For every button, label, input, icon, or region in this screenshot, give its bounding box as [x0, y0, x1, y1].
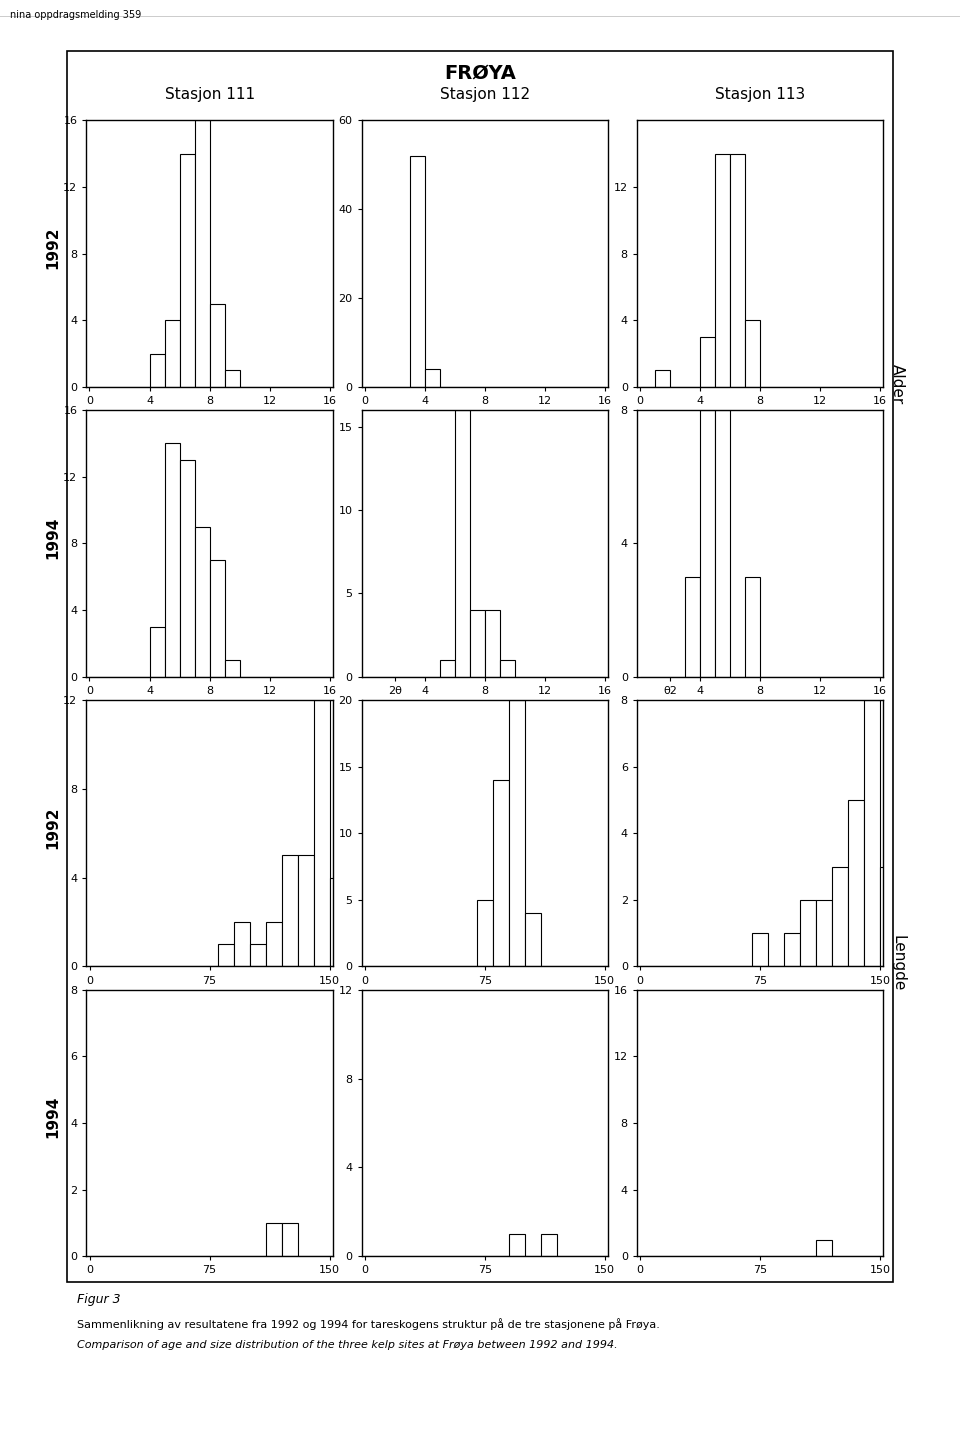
- Bar: [266, 922, 281, 966]
- Text: nina oppdragsmelding 359: nina oppdragsmelding 359: [10, 10, 141, 20]
- Bar: [509, 700, 525, 966]
- Bar: [150, 626, 164, 677]
- Bar: [314, 700, 329, 966]
- Bar: [752, 933, 768, 966]
- Bar: [540, 1235, 557, 1256]
- Bar: [655, 369, 670, 387]
- Bar: [195, 526, 209, 677]
- Bar: [195, 120, 209, 387]
- Bar: [469, 610, 485, 677]
- Text: Stasjon 111: Stasjon 111: [164, 87, 254, 101]
- Bar: [477, 900, 492, 966]
- Bar: [150, 354, 164, 387]
- Bar: [864, 700, 880, 966]
- Text: 1994: 1994: [45, 1095, 60, 1139]
- Bar: [848, 800, 864, 966]
- Bar: [745, 320, 760, 387]
- Bar: [266, 1223, 281, 1256]
- Bar: [225, 369, 240, 387]
- Bar: [800, 900, 816, 966]
- Bar: [492, 780, 509, 966]
- Text: 1994: 1994: [45, 516, 60, 559]
- Text: Stasjon 112: Stasjon 112: [440, 87, 530, 101]
- Bar: [250, 945, 266, 966]
- Text: Stasjon 113: Stasjon 113: [715, 87, 805, 101]
- Bar: [485, 610, 500, 677]
- Text: Figur 3: Figur 3: [77, 1293, 120, 1306]
- Bar: [509, 1235, 525, 1256]
- Bar: [225, 659, 240, 677]
- Bar: [816, 900, 832, 966]
- Bar: [298, 855, 314, 966]
- Bar: [164, 443, 180, 677]
- Text: Comparison of age and size distribution of the three kelp sites at Frøya between: Comparison of age and size distribution …: [77, 1340, 617, 1350]
- Bar: [218, 945, 233, 966]
- Bar: [700, 410, 715, 677]
- Bar: [700, 336, 715, 387]
- Text: FRØYA: FRØYA: [444, 64, 516, 83]
- Bar: [180, 154, 195, 387]
- Bar: [684, 577, 700, 677]
- Bar: [745, 577, 760, 677]
- Bar: [832, 867, 848, 966]
- Bar: [329, 878, 346, 966]
- Bar: [715, 154, 730, 387]
- Bar: [209, 559, 225, 677]
- Text: Lengde: Lengde: [890, 936, 905, 991]
- Bar: [410, 156, 424, 387]
- Text: 1992: 1992: [45, 226, 60, 270]
- Bar: [164, 320, 180, 387]
- Text: Sammenlikning av resultatene fra 1992 og 1994 for tareskogens struktur på de tre: Sammenlikning av resultatene fra 1992 og…: [77, 1319, 660, 1330]
- Bar: [424, 369, 440, 387]
- Bar: [233, 922, 250, 966]
- Bar: [715, 410, 730, 677]
- Bar: [209, 303, 225, 387]
- Bar: [455, 410, 469, 677]
- Text: 1992: 1992: [45, 806, 60, 849]
- Bar: [500, 659, 515, 677]
- Bar: [816, 1240, 832, 1256]
- Bar: [730, 154, 745, 387]
- Bar: [880, 867, 896, 966]
- Bar: [784, 933, 800, 966]
- Bar: [180, 459, 195, 677]
- Bar: [525, 913, 540, 966]
- Bar: [281, 1223, 298, 1256]
- Bar: [440, 659, 455, 677]
- Text: Alder: Alder: [890, 364, 905, 404]
- Bar: [281, 855, 298, 966]
